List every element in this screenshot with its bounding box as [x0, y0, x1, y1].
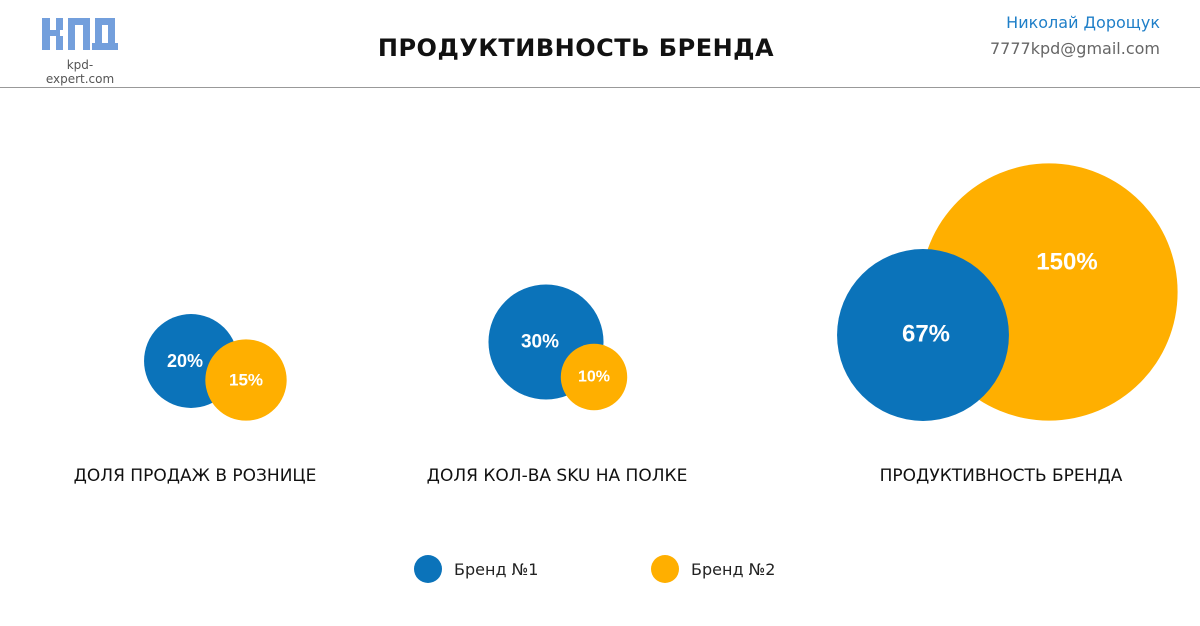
legend-swatch-brand1 — [414, 555, 442, 583]
logo: kpd-expert.com — [34, 14, 126, 86]
bubble-label-brand2-2: 150% — [1036, 249, 1097, 276]
category-label-retail-share: ДОЛЯ ПРОДАЖ В РОЗНИЦЕ — [73, 466, 317, 486]
legend-label-brand1: Бренд №1 — [454, 559, 539, 579]
bubble-label-brand1-0: 20% — [167, 351, 203, 371]
legend: Бренд №1 Бренд №2 — [0, 555, 1200, 585]
header-divider — [0, 87, 1200, 88]
kpd-logo-icon — [42, 18, 118, 50]
author-info: Николай Дорощук 7777kpd@gmail.com — [990, 10, 1160, 62]
bubble-brand2-1 — [560, 343, 628, 411]
bubble-brand2-0 — [205, 339, 287, 421]
bubble-label-brand2-1: 10% — [578, 369, 610, 386]
category-label-brand-productivity: ПРОДУКТИВНОСТЬ БРЕНДА — [879, 466, 1123, 486]
bubble-label-brand1-1: 30% — [521, 332, 559, 353]
legend-label-brand2: Бренд №2 — [691, 559, 776, 579]
category-label-sku-share: ДОЛЯ КОЛ-ВА SKU НА ПОЛКЕ — [426, 466, 688, 486]
legend-swatch-brand2 — [651, 555, 679, 583]
author-name[interactable]: Николай Дорощук — [1006, 13, 1160, 32]
author-email[interactable]: 7777kpd@gmail.com — [990, 39, 1160, 58]
bubble-label-brand1-2: 67% — [902, 321, 950, 348]
bubble-brand1-2 — [837, 249, 1009, 421]
bubble-label-brand2-0: 15% — [229, 371, 263, 390]
logo-text: kpd-expert.com — [45, 58, 115, 86]
page-title: ПРОДУКТИВНОСТЬ БРЕНДА — [377, 34, 775, 62]
legend-item-brand2: Бренд №2 — [651, 555, 775, 583]
legend-item-brand1: Бренд №1 — [414, 555, 538, 583]
